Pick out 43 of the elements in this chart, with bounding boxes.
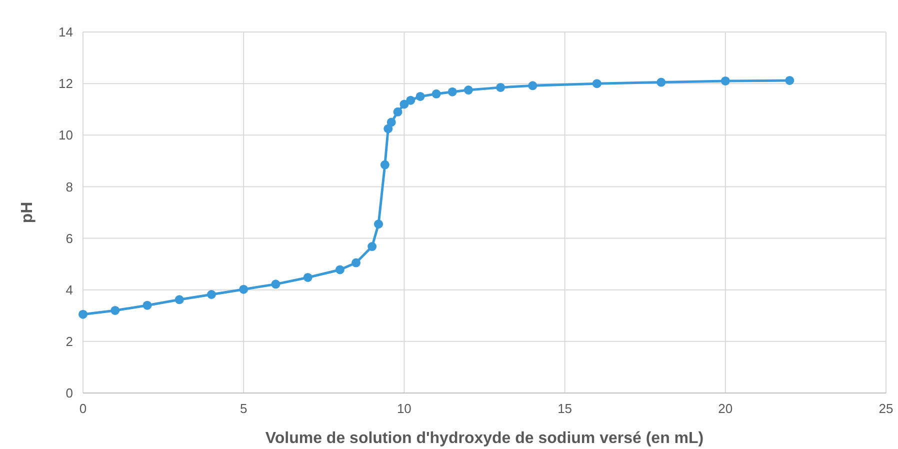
point <box>464 86 473 95</box>
point <box>352 258 361 268</box>
point <box>496 82 506 92</box>
point <box>400 100 409 109</box>
point <box>239 284 248 294</box>
point <box>720 76 730 86</box>
x-tick-label: 0 <box>79 401 87 416</box>
x-axis-title: Volume de solution d'hydroxyde de sodium versé (en mL) <box>265 430 704 447</box>
point <box>335 265 344 274</box>
point <box>406 96 416 105</box>
point <box>303 272 312 282</box>
y-tick-label: 12 <box>58 76 73 92</box>
y-tick-label: 0 <box>66 386 73 401</box>
point <box>432 89 441 98</box>
y-tick-label: 6 <box>66 230 73 246</box>
point <box>368 242 377 252</box>
point <box>380 160 390 170</box>
point <box>142 300 152 310</box>
point <box>592 79 602 88</box>
point <box>271 280 280 289</box>
y-tick-label: 4 <box>66 282 73 298</box>
point <box>393 107 402 116</box>
point <box>78 310 88 319</box>
y-tick-label: 14 <box>58 24 73 40</box>
point <box>374 220 384 229</box>
y-tick-label: 8 <box>66 179 73 194</box>
x-tick-label: 20 <box>718 401 733 416</box>
point <box>416 92 425 101</box>
point <box>110 306 120 315</box>
point <box>785 76 794 85</box>
point <box>448 87 457 96</box>
point <box>656 78 666 87</box>
x-tick-label: 25 <box>878 401 894 416</box>
y-axis-title: pH <box>19 202 36 224</box>
y-tick-label: 2 <box>66 334 73 349</box>
point <box>206 290 216 299</box>
x-tick-label: 5 <box>240 401 248 416</box>
x-tick-label: 15 <box>558 401 572 416</box>
x-tick-label: 10 <box>396 401 412 416</box>
point <box>386 118 396 127</box>
y-tick-label: 10 <box>58 128 73 143</box>
point <box>528 81 538 90</box>
point <box>174 295 184 304</box>
